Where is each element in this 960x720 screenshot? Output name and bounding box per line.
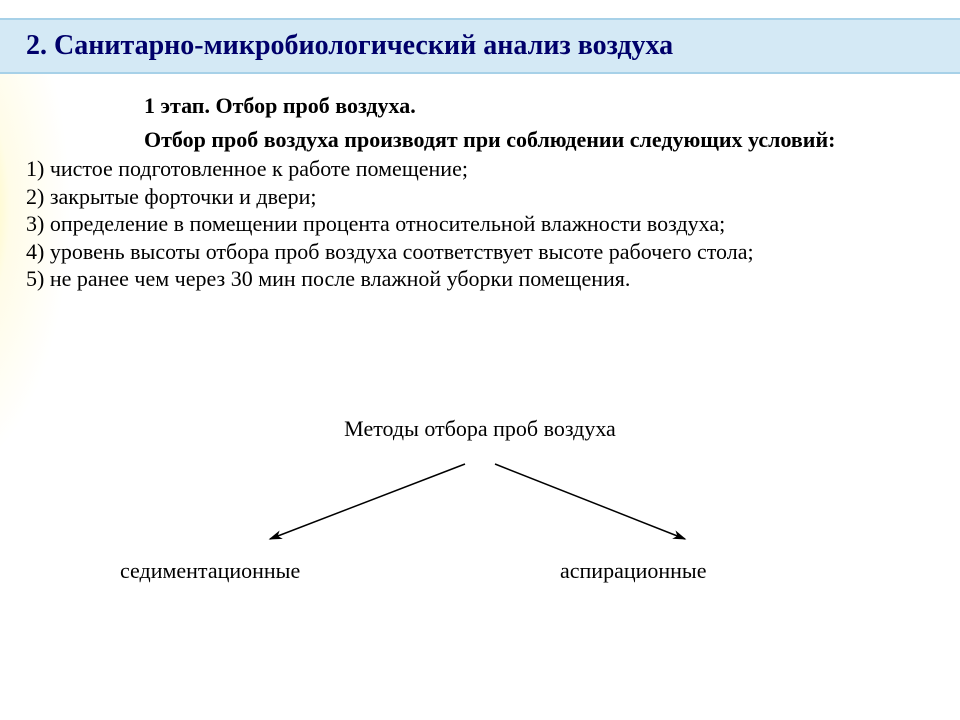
methods-title: Методы отбора проб воздуха bbox=[0, 416, 960, 442]
arrow-right bbox=[495, 464, 685, 539]
methods-diagram: Методы отбора проб воздуха седиментацион… bbox=[0, 416, 960, 554]
body-text: 1 этап. Отбор проб воздуха. Отбор проб в… bbox=[26, 92, 932, 293]
stage-heading: 1 этап. Отбор проб воздуха. bbox=[26, 92, 932, 120]
condition-item: 3) определение в помещении процента отно… bbox=[26, 210, 932, 238]
page-title: 2. Санитарно-микробиологический анализ в… bbox=[0, 30, 673, 62]
condition-item: 2) закрытые форточки и двери; bbox=[26, 183, 932, 211]
condition-item: 1) чистое подготовленное к работе помеще… bbox=[26, 155, 932, 183]
condition-item: 5) не ранее чем через 30 мин после влажн… bbox=[26, 265, 932, 293]
method-right: аспирационные bbox=[560, 558, 706, 584]
title-bar: 2. Санитарно-микробиологический анализ в… bbox=[0, 18, 960, 74]
arrow-left bbox=[270, 464, 465, 539]
arrows-svg bbox=[155, 454, 805, 554]
method-left: седиментационные bbox=[120, 558, 300, 584]
intro-text: Отбор проб воздуха производят при соблюд… bbox=[26, 126, 932, 154]
condition-item: 4) уровень высоты отбора проб воздуха со… bbox=[26, 238, 932, 266]
